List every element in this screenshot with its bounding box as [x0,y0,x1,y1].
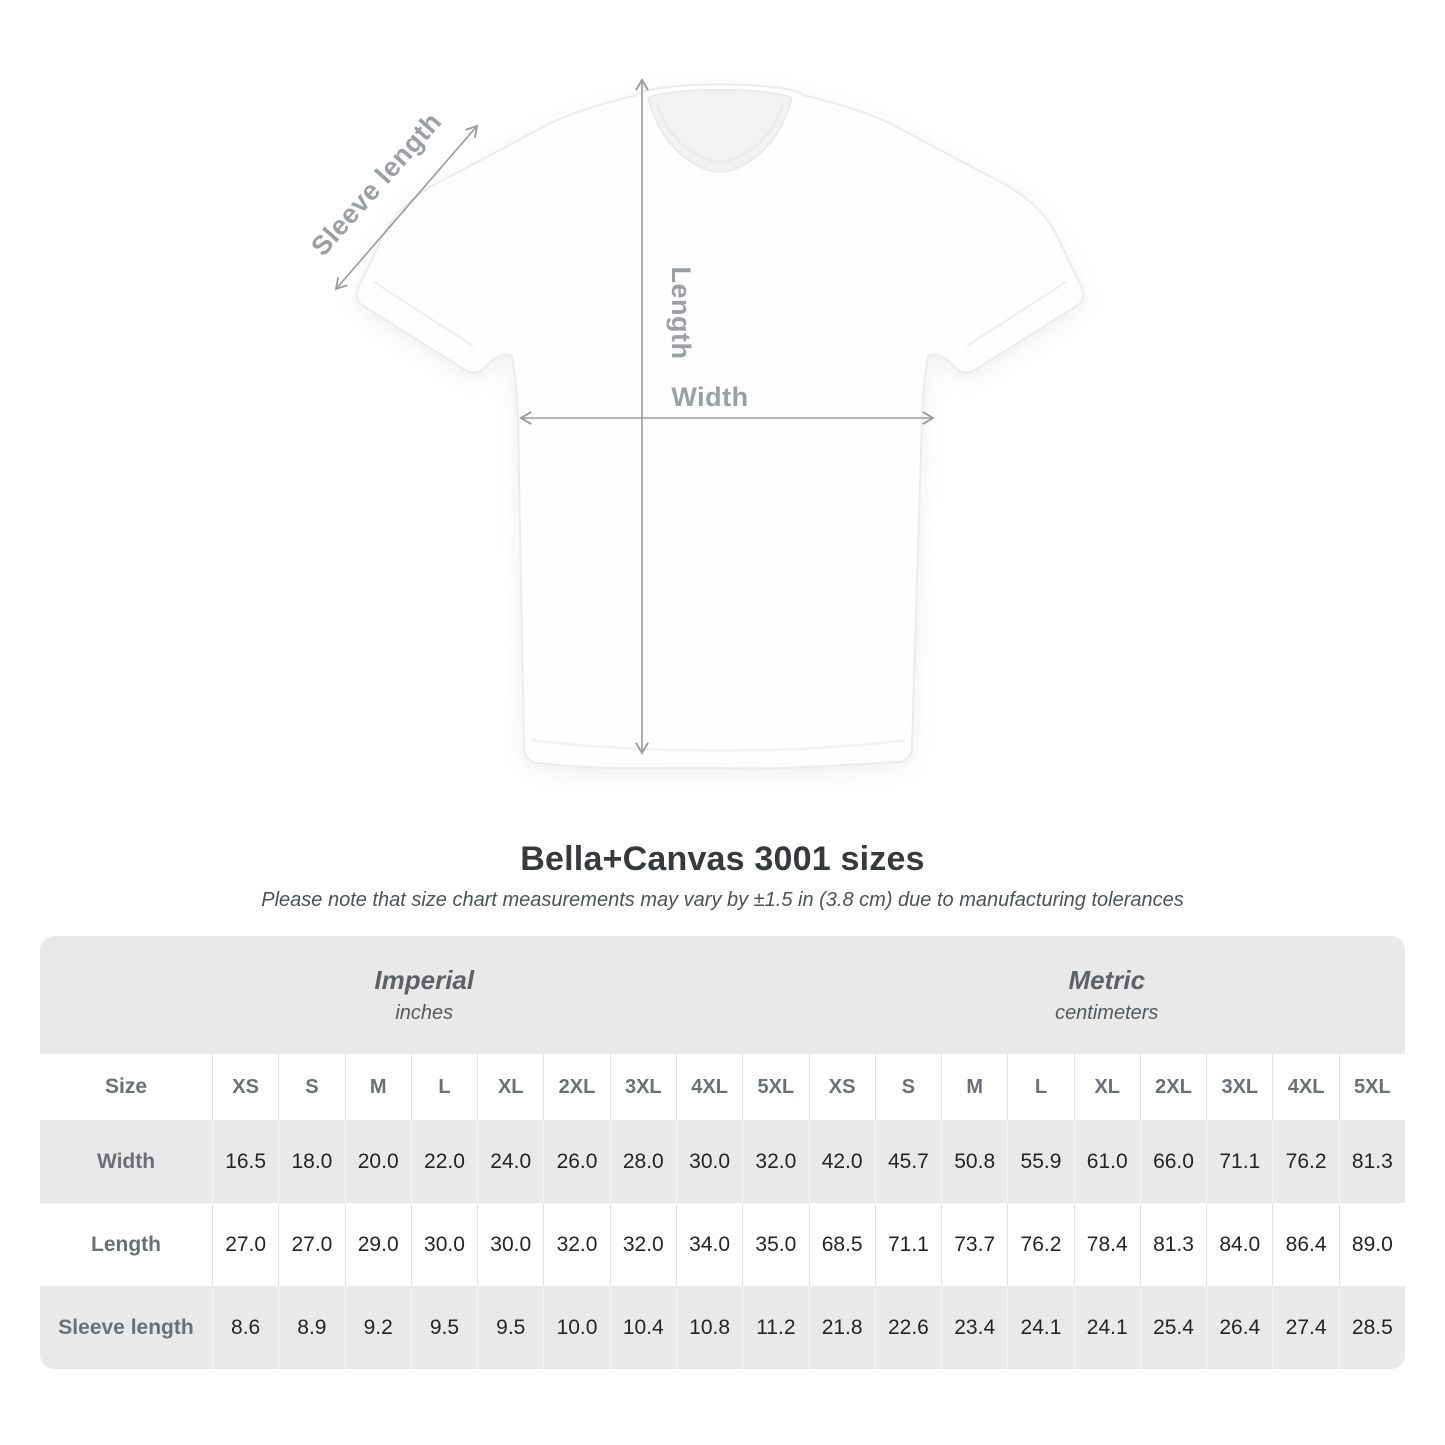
length-label: Length [666,267,696,360]
size-header-cell: L [410,1054,477,1120]
size-header-cell: 2XL [543,1054,609,1120]
size-header-cell: 5XL [1338,1054,1405,1120]
sleeve-imperial-cell: 8.9 [278,1286,344,1369]
width-metric-cell: 42.0 [808,1120,875,1203]
sleeve-length-arrow [334,124,479,291]
length-metric-cell: 78.4 [1073,1203,1140,1286]
size-header-cell: XL [477,1054,543,1120]
length-metric-cell: 86.4 [1272,1203,1338,1286]
sleeve-metric-cell: 25.4 [1139,1286,1206,1369]
length-metric-cell: 71.1 [874,1203,941,1286]
sleeve-imperial-cell: 10.0 [543,1286,609,1369]
sleeve-metric-cell: 26.4 [1206,1286,1272,1369]
sleeve-imperial-cell: 11.2 [742,1286,808,1369]
width-metric-cell: 50.8 [941,1120,1007,1203]
width-imperial-cell: 30.0 [675,1120,742,1203]
length-imperial-cell: 30.0 [410,1203,477,1286]
sleeve-length-row-label: Sleeve length [58,1315,194,1339]
size-header-cell: M [344,1054,411,1120]
tshirt-silhouette [355,83,1085,770]
width-metric-cell: 61.0 [1073,1120,1140,1203]
metric-header: Metric centimeters [809,965,1406,1025]
size-header-row: Size XS S M L XL 2XL 3XL 4XL 5XL XS S M L XL 2XL 3XL 4X… [40,1054,1405,1120]
length-imperial-cell: 29.0 [344,1203,411,1286]
sleeve-imperial-cell: 9.2 [344,1286,411,1369]
length-row: Length 27.0 27.0 29.0 30.0 30.0 32.0 32.0 34.0 3… [40,1203,1405,1286]
length-imperial-cell: 27.0 [278,1203,344,1286]
length-metric-cell: 68.5 [808,1203,875,1286]
size-header-cell: S [874,1054,941,1120]
width-metric-cell: 66.0 [1139,1120,1206,1203]
width-imperial-cell: 22.0 [410,1120,477,1203]
size-header-cell: XS [808,1054,875,1120]
size-header-cell: M [941,1054,1007,1120]
length-imperial-cell: 32.0 [609,1203,676,1286]
sleeve-imperial-cell: 9.5 [410,1286,477,1369]
sleeve-imperial-cell: 9.5 [477,1286,543,1369]
size-header-cell: 5XL [742,1054,808,1120]
width-metric-cell: 45.7 [874,1120,941,1203]
length-metric-cell: 81.3 [1139,1203,1206,1286]
width-imperial-cell: 32.0 [742,1120,808,1203]
length-metric-cell: 76.2 [1007,1203,1073,1286]
width-metric-cell: 81.3 [1338,1120,1405,1203]
width-row: Width 16.5 18.0 20.0 22.0 24.0 26.0 28.0 30.0 32… [40,1120,1405,1203]
width-row-label: Width [96,1149,156,1173]
sleeve-imperial-cell: 8.6 [212,1286,278,1369]
length-row-label: Length [91,1232,161,1256]
size-header-cell: S [278,1054,344,1120]
sleeve-metric-cell: 27.4 [1272,1286,1338,1369]
page-title: Bella+Canvas 3001 sizes [520,840,925,878]
size-header-cell: XL [1073,1054,1140,1120]
sleeve-metric-cell: 28.5 [1338,1286,1405,1369]
imperial-label: Imperial [374,965,475,995]
size-corner-label: Size [104,1075,148,1098]
imperial-unit: inches [395,1002,454,1024]
tshirt-diagram-svg: Sleeve length Length Width [305,78,1085,770]
sleeve-imperial-cell: 10.8 [675,1286,742,1369]
length-metric-cell: 73.7 [941,1203,1007,1286]
width-metric-cell: 76.2 [1272,1120,1338,1203]
width-imperial-cell: 26.0 [543,1120,609,1203]
sleeve-metric-cell: 24.1 [1073,1286,1140,1369]
size-header-cell: 2XL [1139,1054,1206,1120]
size-header-cell: L [1007,1054,1073,1120]
size-header-cell: 4XL [1272,1054,1338,1120]
size-header-cell: 3XL [1206,1054,1272,1120]
length-metric-cell: 84.0 [1206,1203,1272,1286]
width-metric-cell: 55.9 [1007,1120,1073,1203]
sleeve-metric-cell: 22.6 [874,1286,941,1369]
metric-unit: centimeters [1055,1002,1159,1024]
length-imperial-cell: 35.0 [742,1203,808,1286]
units-header-band: Imperial inches Metric centimeters [40,936,1405,1054]
sleeve-metric-cell: 24.1 [1007,1286,1073,1369]
size-table: Imperial inches Metric centimeters Size … [40,936,1405,1369]
tshirt-measurement-diagram: Sleeve length Length Width [305,78,1085,770]
length-imperial-cell: 30.0 [477,1203,543,1286]
width-imperial-cell: 18.0 [278,1120,344,1203]
sleeve-metric-cell: 21.8 [808,1286,875,1369]
measurement-arrows [334,78,935,755]
width-imperial-cell: 20.0 [344,1120,411,1203]
width-imperial-cell: 28.0 [609,1120,676,1203]
length-imperial-cell: 34.0 [675,1203,742,1286]
sleeve-metric-cell: 23.4 [941,1286,1007,1369]
metric-label: Metric [1068,965,1146,995]
length-imperial-cell: 27.0 [212,1203,278,1286]
width-imperial-cell: 24.0 [477,1120,543,1203]
tolerance-note: Please note that size chart measurements… [261,889,1184,911]
width-label: Width [671,382,748,412]
width-imperial-cell: 16.5 [212,1120,278,1203]
length-metric-cell: 89.0 [1338,1203,1405,1286]
size-header-cell: 4XL [675,1054,742,1120]
imperial-header: Imperial inches [40,965,809,1025]
sleeve-length-row: Sleeve length 8.6 8.9 9.2 9.5 9.5 10.0 10.4 10.… [40,1286,1405,1369]
sleeve-imperial-cell: 10.4 [609,1286,676,1369]
collar [647,89,793,173]
length-imperial-cell: 32.0 [543,1203,609,1286]
size-header-cell: 3XL [609,1054,676,1120]
size-header-cell: XS [212,1054,278,1120]
width-metric-cell: 71.1 [1206,1120,1272,1203]
